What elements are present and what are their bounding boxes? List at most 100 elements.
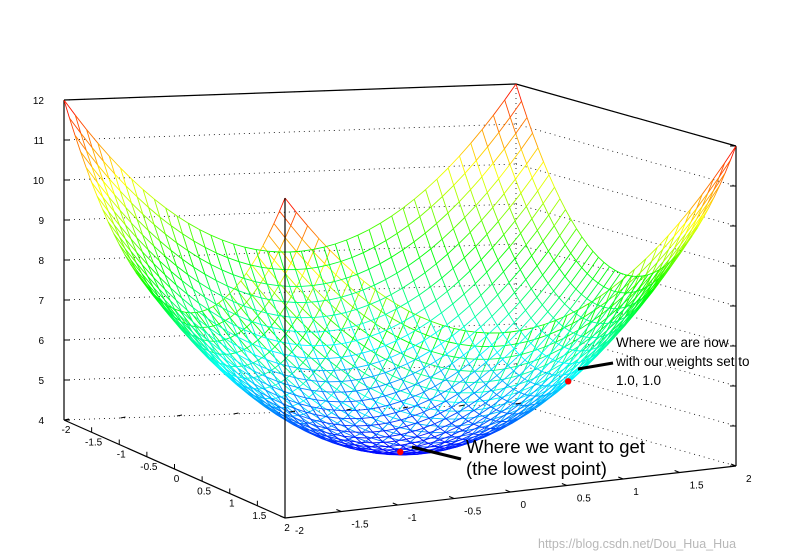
mesh-line <box>497 325 504 335</box>
mesh-line <box>243 329 256 335</box>
mesh-line <box>358 315 365 328</box>
mesh-line <box>107 211 115 225</box>
mesh-line <box>673 235 681 249</box>
mesh-line <box>364 388 371 397</box>
mesh-line <box>429 312 442 322</box>
mesh-line <box>445 441 452 445</box>
mesh-line <box>724 159 731 174</box>
mesh-line <box>586 298 593 303</box>
mesh-line <box>492 115 500 133</box>
mesh-line <box>147 230 155 247</box>
mesh-line <box>384 340 397 347</box>
mesh-line <box>159 240 172 251</box>
mesh-line <box>159 260 172 272</box>
mesh-line <box>541 317 554 332</box>
mesh-line <box>373 349 380 362</box>
mesh-line <box>418 294 426 309</box>
mesh-line <box>80 151 87 168</box>
mesh-line <box>288 384 295 396</box>
mesh-line <box>542 225 555 242</box>
mesh-line <box>293 417 306 423</box>
mesh-line <box>453 185 460 202</box>
mesh-line <box>231 343 239 355</box>
mesh-line <box>491 271 504 285</box>
mesh-line <box>603 291 616 308</box>
mesh-line <box>182 258 194 268</box>
mesh-line <box>96 182 104 198</box>
mesh-line <box>265 389 278 396</box>
mesh-line <box>436 212 449 224</box>
mesh-line <box>408 225 415 243</box>
mesh-line <box>496 365 509 376</box>
mesh-line <box>386 297 399 306</box>
mesh-line <box>69 117 76 136</box>
mesh-line <box>628 272 641 284</box>
mesh-line <box>546 343 559 358</box>
mesh-line <box>500 414 507 422</box>
mesh-line <box>530 274 543 290</box>
mesh-line <box>505 384 517 389</box>
mesh-line <box>410 436 417 443</box>
grid-line-z-5-back <box>515 363 737 427</box>
mesh-line <box>384 412 396 416</box>
mesh-line <box>586 273 594 280</box>
mesh-line <box>135 262 148 277</box>
mesh-line <box>601 336 614 350</box>
mesh-line <box>169 309 182 322</box>
mesh-line <box>287 410 295 418</box>
mesh-line <box>479 378 486 385</box>
mesh-line <box>282 411 294 419</box>
mesh-line <box>530 288 538 298</box>
mesh-line <box>209 328 222 337</box>
mesh-line <box>198 319 211 329</box>
mesh-line <box>332 433 339 440</box>
mesh-line <box>617 278 624 293</box>
mesh-line <box>349 446 361 449</box>
mesh-line <box>531 177 539 192</box>
mesh-line <box>396 225 409 234</box>
mesh-line <box>242 384 255 394</box>
mesh-line <box>279 237 286 250</box>
mesh-line <box>480 259 488 273</box>
mesh-line <box>467 420 475 425</box>
mesh-line <box>193 288 205 298</box>
mesh-line <box>306 268 313 286</box>
mesh-line <box>244 247 251 266</box>
mesh-line <box>508 269 521 283</box>
x-tick-label: 1.5 <box>252 511 266 522</box>
mesh-line <box>420 387 427 398</box>
mesh-line <box>266 283 274 301</box>
mesh-line <box>541 340 554 354</box>
mesh-line <box>407 327 420 336</box>
mesh-line <box>369 302 382 312</box>
mesh-line <box>502 304 510 315</box>
mesh-line <box>317 330 329 333</box>
mesh-line <box>535 385 547 397</box>
mesh-line <box>501 388 514 399</box>
mesh-line <box>456 439 468 445</box>
mesh-line <box>423 427 430 434</box>
mesh-line <box>589 329 602 339</box>
mesh-line <box>462 438 468 441</box>
mesh-line <box>430 286 437 301</box>
mesh-line <box>553 244 566 261</box>
mesh-line <box>509 164 516 180</box>
mesh-line <box>568 361 581 375</box>
mesh-line <box>248 374 255 385</box>
mesh-line <box>327 428 334 435</box>
mesh-line <box>496 420 502 423</box>
mesh-line <box>492 234 505 248</box>
mesh-line <box>80 132 93 148</box>
mesh-line <box>474 335 487 347</box>
mesh-line <box>534 394 547 405</box>
mesh-line <box>220 335 233 344</box>
mesh-line <box>446 379 453 388</box>
mesh-line <box>402 249 409 266</box>
mesh-line <box>255 249 263 268</box>
mesh-line <box>551 382 564 394</box>
mesh-line <box>586 319 593 323</box>
mesh-line <box>521 362 529 375</box>
mesh-line <box>467 434 480 441</box>
mesh-line <box>574 336 587 351</box>
mesh-line <box>328 264 336 282</box>
